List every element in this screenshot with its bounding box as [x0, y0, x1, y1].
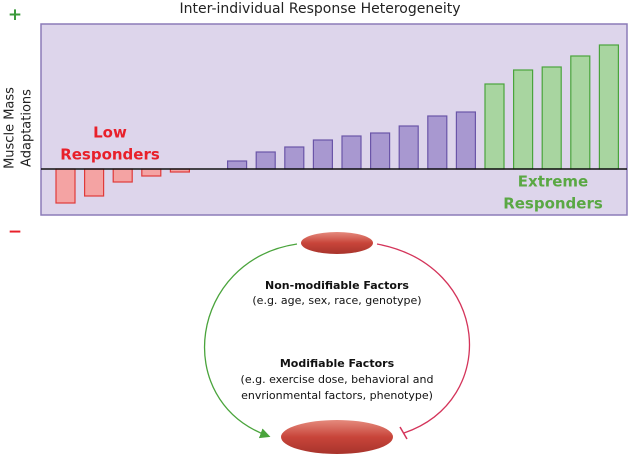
bar: [427, 115, 448, 170]
bar: [455, 111, 476, 170]
bar: [284, 146, 305, 170]
chart-title: Inter-individual Response Heterogeneity: [179, 1, 460, 17]
plus-label: +: [8, 5, 22, 25]
factor-detail: envrionmental factors, phenotype): [241, 389, 433, 402]
bar: [398, 125, 419, 170]
minus-label: −: [8, 222, 22, 242]
green-arrow: [204, 243, 298, 439]
annotation: Extreme: [518, 173, 588, 191]
factor-title: Non-modifiable Factors: [265, 279, 409, 292]
bar: [227, 160, 248, 170]
y-axis-label: Muscle Mass: [3, 87, 18, 169]
inhibit-bar: [399, 426, 408, 440]
bar: [570, 55, 591, 170]
bar: [512, 69, 534, 170]
bar: [484, 83, 505, 170]
muscle-large: [281, 420, 393, 454]
muscle-small: [301, 232, 373, 254]
red-inhibit-arrow: [376, 243, 471, 434]
y-axis-label: Adaptations: [20, 89, 35, 167]
bar: [112, 168, 133, 183]
bar: [541, 66, 562, 170]
annotation: Responders: [503, 195, 603, 213]
bar: [83, 168, 105, 197]
bar: [55, 168, 76, 204]
bar: [370, 132, 391, 170]
factor-detail: (e.g. exercise dose, behavioral and: [241, 373, 434, 386]
bar: [341, 135, 362, 170]
bar: [141, 168, 162, 177]
annotation: Low: [93, 124, 127, 142]
factor-title: Modifiable Factors: [280, 357, 395, 370]
bar: [312, 139, 333, 170]
annotation: Responders: [60, 146, 160, 164]
bar: [598, 44, 620, 170]
bar: [255, 151, 276, 170]
factor-detail: (e.g. age, sex, race, genotype): [252, 294, 421, 307]
